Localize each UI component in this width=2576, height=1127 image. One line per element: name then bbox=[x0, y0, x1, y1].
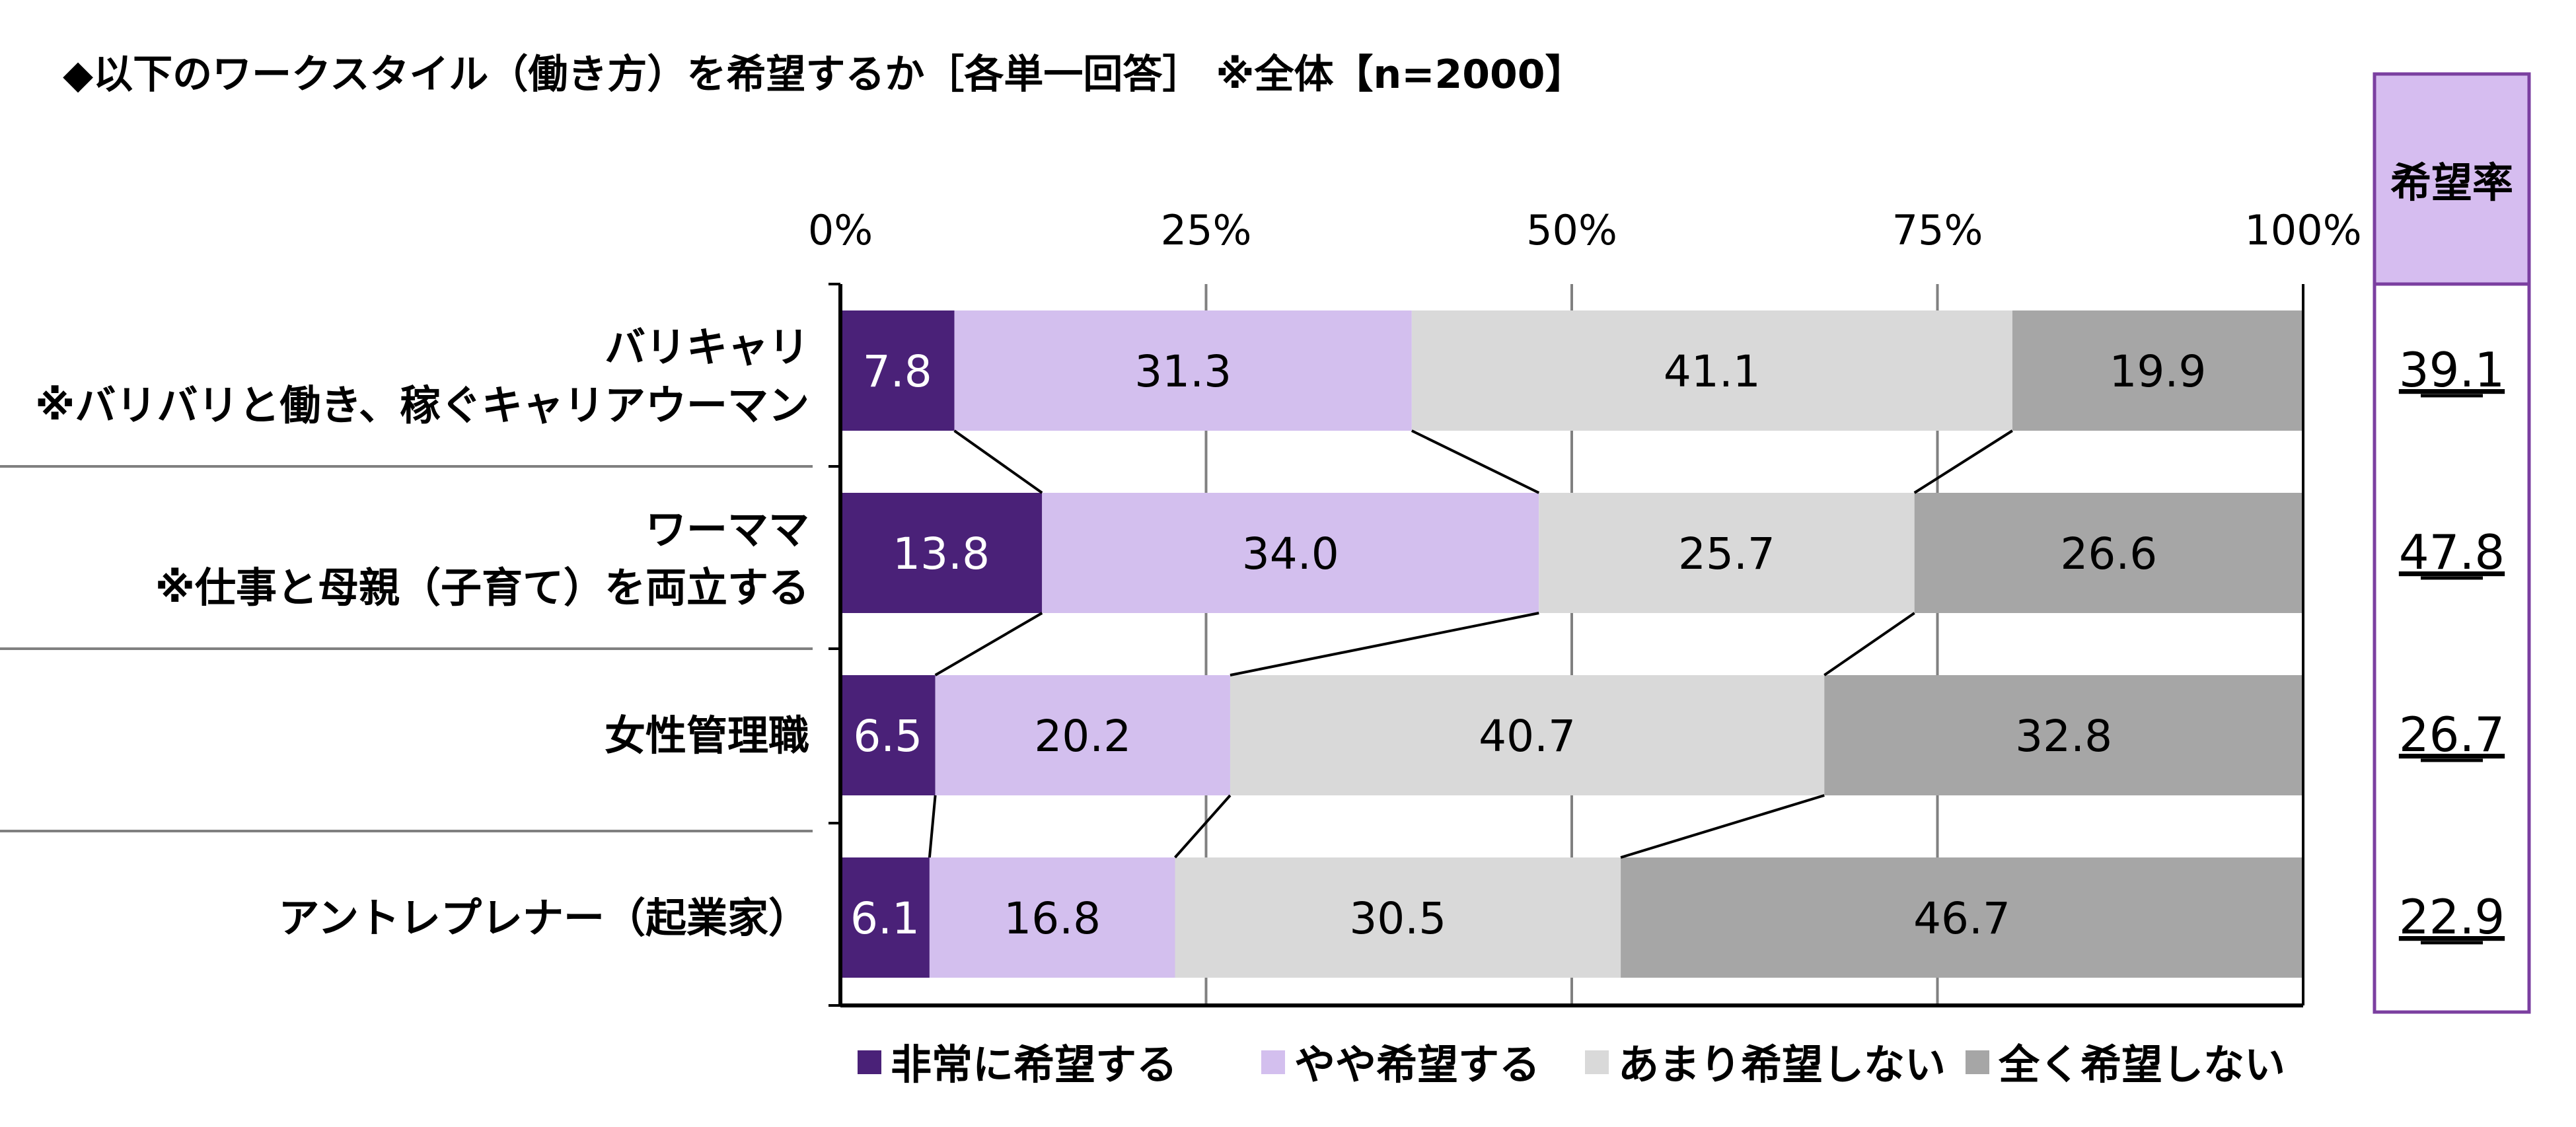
bar-segment bbox=[1230, 675, 1825, 795]
bar-segment bbox=[1621, 857, 2303, 978]
legend: 非常に希望する やや希望する あまり希望しない 全く希望しない bbox=[858, 1040, 2285, 1089]
series-line bbox=[1174, 794, 1232, 859]
legend-swatch bbox=[1261, 1050, 1285, 1074]
data-label: 46.7 bbox=[1913, 893, 2010, 944]
legend-swatch bbox=[858, 1050, 881, 1074]
data-label: 30.5 bbox=[1349, 893, 1446, 944]
rate-value: 26.7 bbox=[2399, 707, 2505, 762]
series-line bbox=[1823, 612, 1915, 676]
data-label: 6.5 bbox=[853, 711, 922, 762]
bar-segment bbox=[840, 310, 955, 431]
bar-segment bbox=[1175, 857, 1621, 978]
series-lines bbox=[928, 429, 2013, 859]
bar-segment bbox=[1539, 493, 1915, 613]
bar-segment bbox=[1411, 310, 2012, 431]
category-label: アントレプレナー（起業家） bbox=[278, 894, 809, 942]
category-label: ワーママ bbox=[645, 505, 809, 554]
category-sublabel: ※仕事と母親（子育て）を両立する bbox=[155, 564, 809, 612]
data-label: 13.8 bbox=[893, 528, 990, 579]
tick-label: 75% bbox=[1892, 206, 1983, 254]
bar-segment bbox=[1824, 675, 2303, 795]
legend-label: 全く希望しない bbox=[1998, 1040, 2285, 1089]
tick-label: 100% bbox=[2244, 206, 2361, 254]
tick-label: 0% bbox=[808, 206, 873, 254]
bar-segment bbox=[929, 857, 1175, 978]
bar-segment bbox=[2012, 310, 2303, 431]
rate-value: 47.8 bbox=[2399, 525, 2505, 580]
data-label: 41.1 bbox=[1664, 346, 1761, 397]
bar-segment bbox=[935, 675, 1230, 795]
series-line bbox=[1913, 429, 2013, 494]
rate-value: 22.9 bbox=[2399, 889, 2505, 945]
data-label: 7.8 bbox=[863, 346, 932, 397]
legend-swatch bbox=[1966, 1050, 1989, 1074]
data-label: 31.3 bbox=[1134, 346, 1232, 397]
series-line bbox=[1230, 612, 1539, 676]
data-label: 19.9 bbox=[2109, 346, 2206, 397]
rate-table: 希望率 39.1 47.8 26.7 22.9 bbox=[2373, 72, 2531, 1014]
data-label: 6.1 bbox=[850, 893, 920, 944]
category-label: バリキャリ bbox=[605, 323, 809, 371]
data-label: 16.8 bbox=[1004, 893, 1101, 944]
bar-segment bbox=[840, 493, 1043, 613]
bar-segment bbox=[954, 310, 1412, 431]
bar-segment bbox=[1914, 493, 2303, 613]
category-label: 女性管理職 bbox=[605, 711, 809, 760]
series-line bbox=[934, 612, 1043, 676]
bar-segment bbox=[840, 857, 930, 978]
legend-swatch bbox=[1585, 1050, 1609, 1074]
data-label: 40.7 bbox=[1479, 711, 1576, 762]
data-label: 20.2 bbox=[1034, 711, 1131, 762]
rate-value: 39.1 bbox=[2399, 342, 2505, 398]
series-line bbox=[928, 795, 937, 858]
tick-labels: 0% 25% 50% 75% 100% bbox=[808, 206, 2362, 254]
legend-label: あまり希望しない bbox=[1618, 1040, 1946, 1089]
legend-label: やや希望する bbox=[1294, 1040, 1540, 1089]
tick-label: 25% bbox=[1161, 206, 1252, 254]
bar-segment bbox=[840, 675, 936, 795]
rate-header-bg bbox=[2374, 74, 2529, 284]
data-label: 26.6 bbox=[2060, 528, 2157, 579]
bar-segment bbox=[1042, 493, 1539, 613]
series-line bbox=[1620, 794, 1825, 859]
data-label: 34.0 bbox=[1242, 528, 1339, 579]
bars bbox=[840, 310, 2303, 978]
category-sublabel: ※バリバリと働き、稼ぐキャリアウーマン bbox=[35, 381, 809, 429]
tick-label: 50% bbox=[1526, 206, 1617, 254]
data-label: 25.7 bbox=[1678, 528, 1775, 579]
rate-table-border bbox=[2373, 72, 2531, 1014]
series-line bbox=[953, 429, 1043, 494]
data-labels: 7.8 31.3 41.1 19.9 13.8 34.0 25.7 26.6 6.5 20.2 40… bbox=[850, 346, 2206, 944]
series-line bbox=[1411, 429, 1540, 494]
data-label: 32.8 bbox=[2015, 711, 2112, 762]
rate-header: 希望率 bbox=[2390, 159, 2513, 207]
axes bbox=[0, 283, 2304, 1007]
legend-label: 非常に希望する bbox=[891, 1040, 1177, 1089]
chart-title: ◆以下のワークスタイル（働き方）を希望するか［各単一回答］ ※全体【n=2000… bbox=[63, 52, 1585, 98]
